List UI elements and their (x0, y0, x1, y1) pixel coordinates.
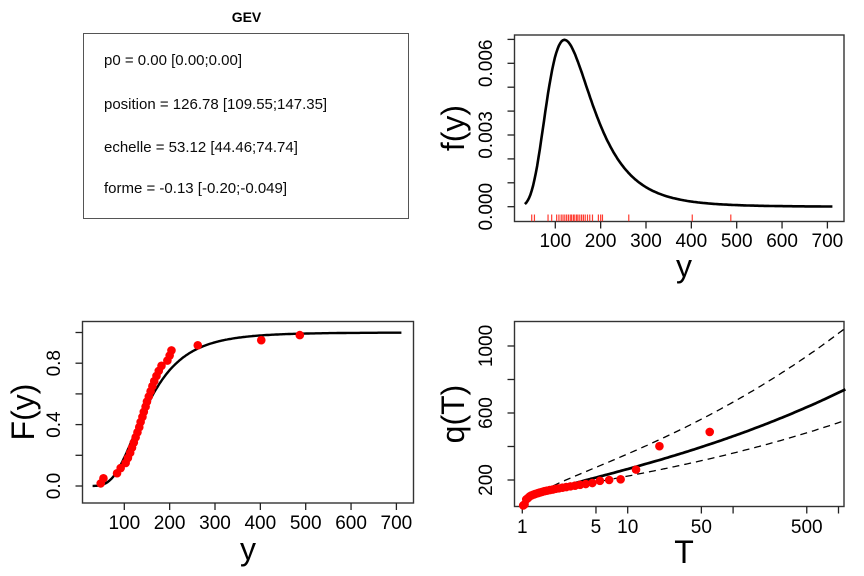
panel-title: GEV (231, 9, 262, 25)
return-data-point (581, 479, 591, 489)
return-y-ticklabel: 600 (476, 397, 497, 429)
return-data-point (655, 441, 664, 451)
density-y-ticklabel: 0.006 (476, 40, 497, 88)
density-x-ticklabel: 100 (539, 231, 571, 252)
cdf-x-ticklabel: 200 (154, 513, 186, 534)
density-curve (523, 38, 833, 208)
density-y-ticklabel: 0.003 (476, 111, 497, 159)
density-ylabel: f(y) (435, 105, 471, 151)
return-upper-band (522, 327, 846, 505)
density-x-ticklabel: 400 (675, 231, 707, 252)
param-line-1: position = 126.78 [109.55;147.35] (104, 96, 328, 113)
return-data-point (631, 465, 641, 474)
return-x-ticklabel: 50 (691, 517, 712, 538)
cdf-xlabel: y (240, 531, 256, 567)
density-x-ticklabel: 500 (721, 231, 753, 252)
cdf-curve (92, 331, 402, 488)
cdf-x-ticklabel: 100 (108, 513, 140, 534)
return-y-ticklabel: 1000 (476, 325, 497, 367)
cdf-data-point (99, 474, 108, 483)
cdf-y-ticklabel: 0.8 (44, 350, 65, 376)
return-data-point (604, 475, 614, 485)
cdf-x-ticklabel: 700 (381, 513, 413, 534)
cdf-data-point (256, 335, 266, 345)
density-x-ticklabel: 300 (630, 231, 662, 252)
cdf-data-point (167, 346, 176, 355)
cdf-y-ticklabel: 0.4 (44, 411, 65, 438)
return-x-ticklabel: 500 (791, 517, 823, 538)
cdf-plot-box (81, 320, 415, 504)
return-ylabel: q(T) (435, 385, 471, 444)
density-y-ticklabel: 0.000 (476, 183, 497, 231)
parameter-box: p0 = 0.00 [0.00;0.00] position = 126.78 [… (83, 33, 409, 219)
density-x-ticklabel: 700 (812, 231, 844, 252)
cdf-ylabel: F(y) (5, 384, 41, 441)
cdf-x-ticklabel: 400 (244, 513, 276, 534)
param-line-3: forme = -0.13 [-0.20;-0.049] (104, 180, 288, 197)
return-data-point (595, 476, 605, 486)
cdf-x-ticklabel: 500 (290, 513, 322, 534)
return-xlabel: T (674, 534, 694, 570)
density-x-ticklabel: 600 (766, 231, 798, 252)
return-y-ticklabel: 200 (476, 464, 497, 496)
cdf-y-ticklabel: 0.0 (44, 473, 65, 499)
cdf-data-point (193, 340, 203, 350)
param-line-0: p0 = 0.00 [0.00;0.00] (104, 52, 243, 69)
return-data-point (705, 427, 715, 437)
cdf-data-point (295, 330, 305, 340)
cdf-x-ticklabel: 300 (199, 513, 231, 534)
cdf-data-point (157, 361, 166, 371)
cdf-x-ticklabel: 600 (335, 513, 367, 534)
return-plot-box (513, 320, 845, 508)
param-line-2: echelle = 53.12 [44.46;74.74] (104, 139, 298, 156)
return-x-ticklabel: 1 (517, 517, 528, 538)
return-data-point (616, 475, 625, 484)
density-x-ticklabel: 200 (585, 231, 617, 252)
density-xlabel: y (676, 248, 692, 284)
return-x-ticklabel: 5 (591, 517, 602, 538)
return-data-point (588, 478, 597, 488)
return-x-ticklabel: 10 (617, 517, 638, 538)
density-plot-box (513, 34, 845, 223)
return-lower-band (522, 419, 846, 505)
